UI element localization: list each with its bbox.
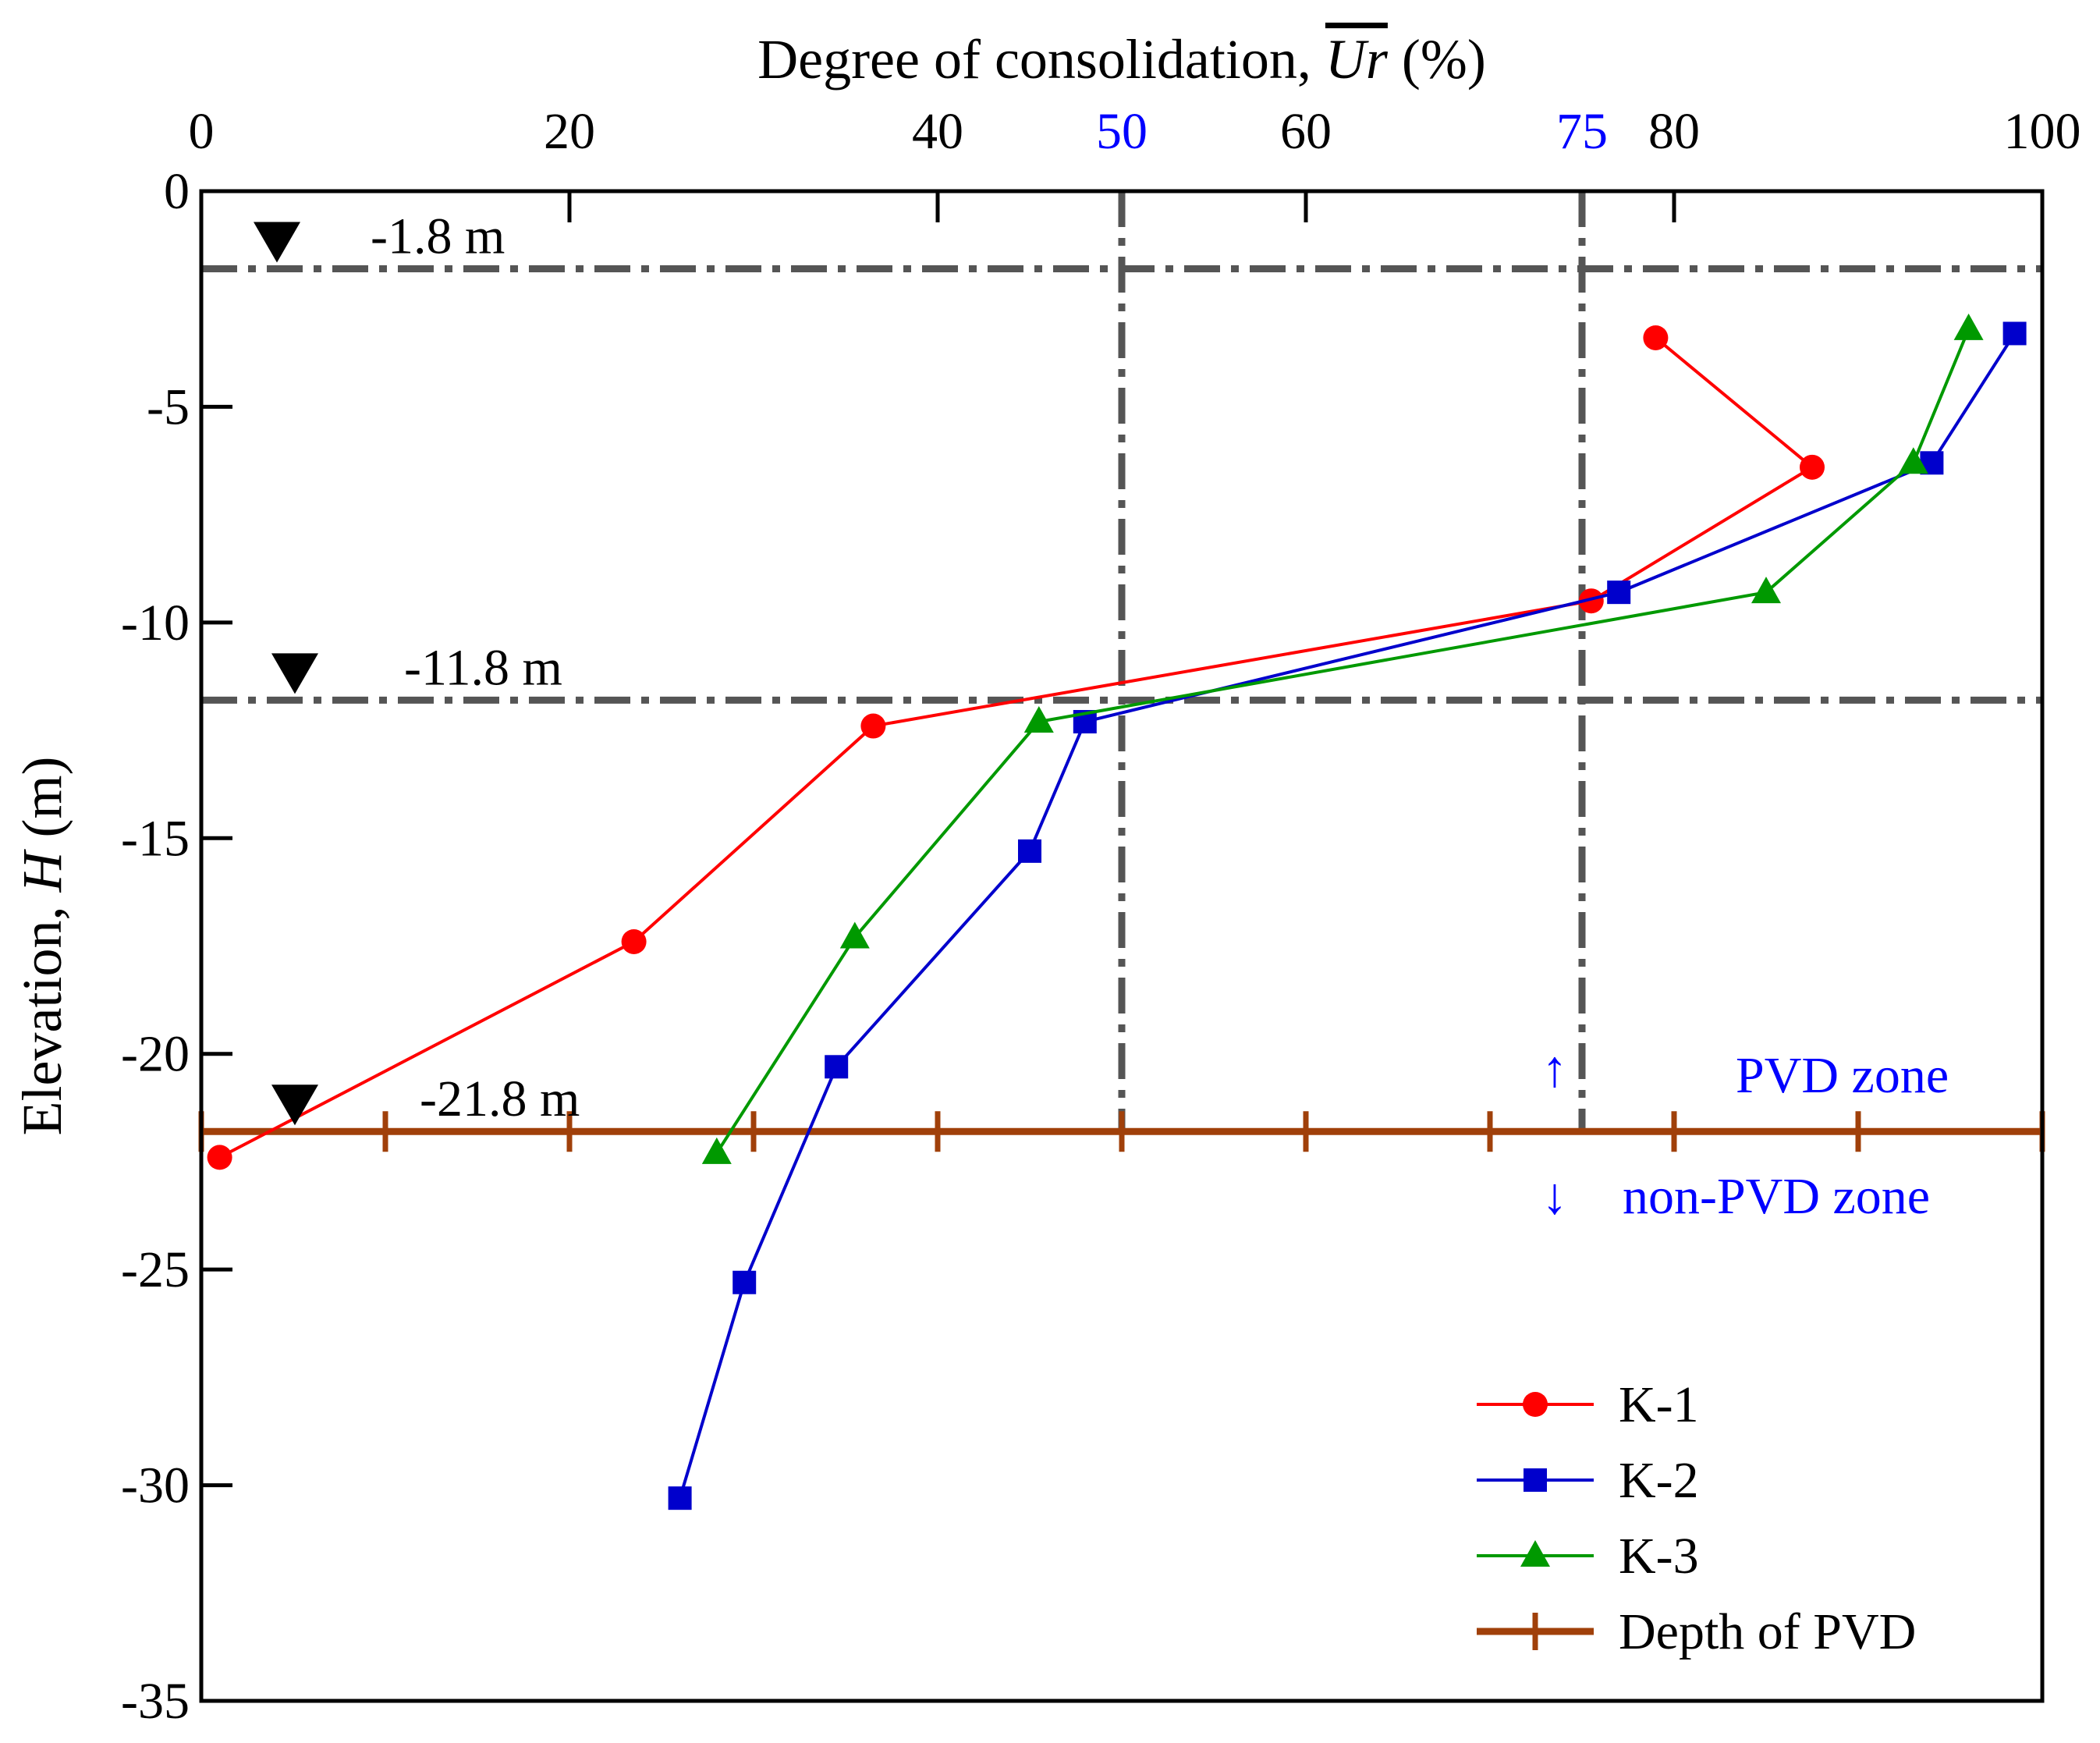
data-point-k-2 [1607, 580, 1631, 605]
series-layer [207, 313, 2027, 1510]
data-point-k-2 [825, 1055, 849, 1079]
series-line-k-3 [715, 328, 1971, 1154]
x-axis-title-suffix: (%) [1388, 28, 1486, 91]
water-level-label: -11.8 m [404, 639, 562, 696]
down-arrow-glyph: ↓ [1542, 1168, 1568, 1225]
data-point-k-1 [860, 713, 886, 739]
y-axis-title-symbol: H [11, 849, 73, 893]
data-point-k-1 [1800, 454, 1825, 480]
water-level-marker-icon [271, 653, 318, 694]
y-axis-title-suffix: (m) [11, 757, 73, 852]
annotations: -1.8 m -11.8 m -21.8 m [254, 208, 580, 1127]
x-axis-title-symbol: Ur [1325, 28, 1389, 91]
legend-marker-k-3 [1520, 1540, 1550, 1567]
data-point-k-1 [1643, 325, 1669, 350]
legend-marker-k-1 [1523, 1392, 1548, 1417]
data-point-k-3 [1953, 313, 1984, 340]
data-point-k-3 [701, 1137, 732, 1164]
y-tick-label: -20 [121, 1026, 190, 1083]
x-tick-label: 20 [544, 103, 595, 160]
x-axis: 0 20 40 60 80 100 50 75 [189, 103, 2081, 222]
legend-label-depth-of-pvd: Depth of PVD [1619, 1603, 1916, 1660]
data-point-k-3 [1023, 706, 1054, 733]
y-axis-title: Elevation, H (m) [11, 757, 73, 1136]
series-line-k-1 [218, 336, 1815, 1159]
legend: K-1 K-2 K-3 Depth of PVD [1477, 1376, 1916, 1660]
x-tick-label: 100 [2004, 103, 2081, 160]
water-level-label: -1.8 m [371, 208, 505, 265]
y-tick-label: -25 [121, 1241, 190, 1298]
data-point-k-1 [207, 1145, 232, 1170]
data-point-k-1 [1578, 588, 1604, 614]
x-tick-label-highlight: 50 [1096, 103, 1148, 160]
up-arrow-glyph: ↑ [1542, 1041, 1568, 1098]
legend-label-k-2: K-2 [1619, 1452, 1699, 1509]
y-axis-title-prefix: Elevation, [11, 893, 73, 1136]
data-point-k-2 [2002, 321, 2027, 346]
legend-label-k-1: K-1 [1619, 1376, 1699, 1433]
non-pvd-zone-label: non-PVD zone [1623, 1168, 1930, 1225]
x-tick-label-highlight: 75 [1556, 103, 1608, 160]
data-point-k-2 [668, 1486, 692, 1510]
data-point-k-3 [839, 921, 870, 949]
y-axis: 0 -5 -10 -15 -20 -25 -30 -35 [121, 163, 232, 1730]
data-point-k-3 [1898, 447, 1928, 474]
legend-label-k-3: K-3 [1619, 1528, 1699, 1585]
data-point-k-3 [1751, 577, 1781, 604]
data-point-k-1 [621, 928, 647, 954]
x-tick-label: 60 [1280, 103, 1332, 160]
water-level-marker-icon [254, 222, 300, 263]
series-line-k-2 [678, 332, 2017, 1499]
y-tick-label: -5 [147, 378, 190, 435]
zone-labels: ↑ PVD zone ↓ non-PVD zone [1542, 1041, 1949, 1225]
x-axis-title-prefix: Degree of consolidation, [757, 28, 1325, 91]
y-tick-label: -30 [121, 1457, 190, 1514]
data-point-k-2 [1018, 839, 1041, 863]
reference-lines [201, 191, 2042, 1132]
plot-frame [199, 189, 2045, 1703]
x-tick-label: 40 [912, 103, 963, 160]
y-tick-label: 0 [164, 163, 190, 220]
water-level-label: -21.8 m [420, 1070, 580, 1127]
water-level-marker-icon [271, 1084, 318, 1126]
y-tick-label: -35 [121, 1673, 190, 1730]
x-tick-label: 80 [1648, 103, 1700, 160]
x-axis-title: Degree of consolidation, Ur (%) [757, 28, 1486, 91]
pvd-zone-label: PVD zone [1736, 1047, 1949, 1104]
data-point-k-2 [733, 1270, 757, 1294]
legend-marker-k-2 [1524, 1468, 1547, 1492]
y-tick-label: -10 [121, 595, 190, 651]
y-tick-label: -15 [121, 810, 190, 867]
x-tick-label: 0 [189, 103, 215, 160]
